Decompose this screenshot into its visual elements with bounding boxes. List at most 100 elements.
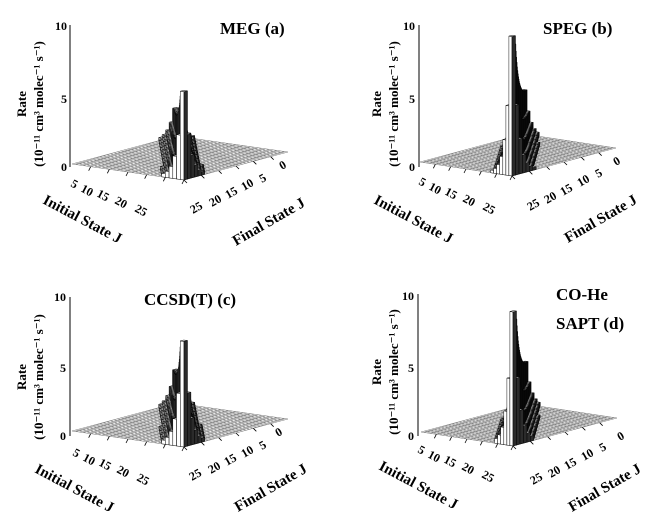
y-tick-mark (218, 170, 222, 174)
z-tick-label: 5 (409, 92, 415, 106)
y-tick-label: 25 (188, 198, 205, 216)
z-axis: 0 5 10 (403, 19, 420, 174)
bar-side-face (525, 161, 530, 173)
y-tick-mark (546, 166, 550, 170)
x-tick-mark (464, 438, 468, 444)
bar-side-face (493, 167, 497, 174)
x-axis-label: Initial State J (40, 192, 124, 247)
y-tick-mark (183, 446, 188, 451)
y-tick-label: 10 (239, 175, 256, 193)
y-tick-mark (581, 157, 585, 161)
x-tick-label: 5 (416, 442, 428, 457)
bar-side-face (183, 340, 188, 448)
y-tick-mark (201, 175, 205, 179)
y-tick-label: 10 (239, 442, 256, 460)
x-tick-label: 15 (442, 452, 459, 470)
y-tick-mark (253, 428, 257, 432)
bar-side-face (197, 434, 202, 444)
y-tick-mark (201, 442, 205, 446)
x-tick-label: 25 (481, 199, 498, 217)
bar-side-face (502, 139, 507, 176)
z-tick-label: 0 (61, 160, 67, 174)
bar-side-face (172, 155, 177, 180)
surface-plot (71, 339, 289, 452)
x-tick-label: 5 (417, 174, 429, 189)
x-tick-mark (463, 168, 467, 174)
x-tick-mark (125, 171, 129, 177)
surface-plot (71, 90, 289, 185)
bar-top-face (180, 339, 188, 342)
bar-side-face (194, 164, 199, 178)
z-axis-label-line1: Rate (369, 359, 384, 385)
z-tick-label: 5 (60, 361, 66, 375)
x-tick-mark (479, 441, 483, 446)
bar-side-face (511, 35, 516, 177)
y-tick-label: 25 (525, 195, 542, 213)
y-tick-mark (530, 441, 534, 445)
x-tick-label: 10 (426, 447, 443, 465)
bar-side-face (516, 376, 521, 446)
y-tick-label: 10 (575, 171, 592, 189)
panel-speg: SPEG (b) Rate (10⁻¹¹ cm³ molec⁻¹ s⁻¹) 0 … (369, 19, 640, 247)
x-tick-label: 5 (69, 176, 81, 191)
z-axis: 0 5 10 (402, 289, 419, 443)
x-tick-mark (509, 175, 513, 181)
y-tick-label: 20 (207, 191, 224, 209)
y-tick-label: 20 (206, 458, 223, 476)
z-tick-label: 10 (54, 290, 66, 304)
x-tick-mark (181, 446, 185, 452)
y-tick-label: 15 (562, 454, 579, 472)
y-tick-label: 15 (558, 180, 575, 198)
y-tick-mark (512, 445, 517, 450)
z-tick-label: 5 (408, 361, 414, 375)
surface-plot (420, 310, 618, 451)
x-tick-mark (433, 434, 437, 439)
x-tick-mark (88, 433, 92, 438)
y-tick-mark (564, 431, 569, 436)
y-tick-mark (511, 175, 516, 180)
bar-side-face (187, 133, 192, 180)
y-axis-label: Final State J (230, 195, 308, 250)
bar-side-face (494, 438, 498, 444)
bar-side-face (194, 429, 199, 445)
bar-side-face (165, 436, 170, 446)
bar-side-face (515, 104, 520, 176)
z-tick-label: 5 (61, 92, 67, 106)
bar-top-face (180, 90, 188, 92)
bar-side-face (503, 410, 508, 446)
bar-side-face (505, 105, 510, 176)
y-axis-label: Final State J (232, 461, 310, 516)
panel-co-he-sapt: CO-He SAPT (d) Rate (10⁻¹¹ cm³ molec⁻¹ s… (369, 285, 644, 515)
x-tick-mark (144, 441, 148, 446)
z-tick-label: 10 (402, 289, 414, 303)
bar-side-face (522, 154, 527, 174)
x-tick-mark (510, 445, 514, 451)
z-axis-label-line2: (10⁻¹¹ cm³ molec⁻¹ s⁻¹) (31, 314, 46, 440)
x-tick-label: 25 (135, 470, 152, 488)
bar-top-face (509, 310, 517, 313)
x-tick-mark (181, 179, 185, 185)
bar-side-face (506, 377, 511, 446)
y-tick-mark (183, 179, 188, 184)
x-tick-label: 20 (461, 191, 478, 209)
bar-side-face (180, 90, 185, 181)
bar-side-face (161, 439, 166, 445)
bar-side-face (183, 90, 188, 181)
panel-title: CO-He (556, 285, 608, 304)
x-tick-mark (494, 173, 498, 178)
x-tick-mark (448, 166, 452, 171)
x-tick-label: 20 (113, 193, 130, 211)
x-tick-label: 20 (115, 462, 132, 480)
x-tick-labels: 5 10 15 20 25 (71, 445, 152, 488)
y-tick-mark (563, 161, 568, 166)
x-tick-labels: 5 10 15 20 25 (417, 174, 498, 217)
y-tick-label: 5 (593, 165, 605, 180)
z-tick-label: 0 (60, 429, 66, 443)
bar-side-face (523, 424, 528, 444)
z-axis-label-line2: (10⁻¹¹ cm³ molec⁻¹ s⁻¹) (386, 309, 401, 435)
x-tick-mark (478, 171, 482, 176)
y-tick-label: 15 (222, 450, 239, 468)
y-tick-mark (598, 152, 602, 156)
y-tick-mark (582, 427, 586, 431)
